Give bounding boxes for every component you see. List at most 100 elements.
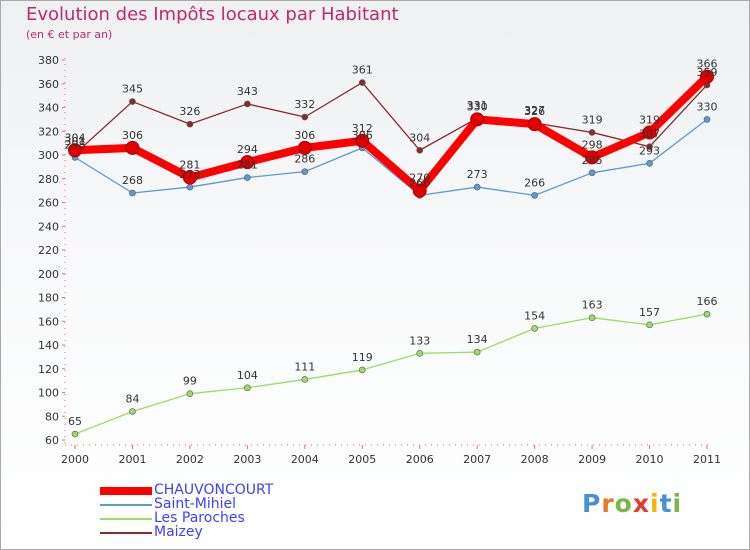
data-label: 301 <box>65 135 86 148</box>
legend-swatch <box>100 504 152 506</box>
data-point <box>703 310 711 318</box>
data-label: 157 <box>639 306 660 319</box>
data-point <box>244 384 251 392</box>
data-point <box>531 192 538 199</box>
data-label: 166 <box>697 295 718 308</box>
data-point <box>358 366 366 374</box>
data-label: 111 <box>294 360 315 373</box>
data-label: 326 <box>524 105 545 118</box>
y-tick-label: 300 <box>38 149 59 162</box>
legend-label: CHAUVONCOURT <box>154 482 274 498</box>
data-point <box>473 183 481 191</box>
legend-label: Les Paroches <box>154 510 245 526</box>
data-label: 268 <box>122 174 143 187</box>
data-label: 326 <box>179 105 200 118</box>
data-point <box>588 314 596 321</box>
y-tick-label: 380 <box>38 54 59 67</box>
x-tick-label: 2002 <box>176 453 204 466</box>
data-label: 304 <box>409 131 430 144</box>
data-label: 307 <box>639 128 660 141</box>
data-label: 330 <box>697 100 718 113</box>
data-point <box>642 125 657 140</box>
data-label: 270 <box>409 172 430 185</box>
data-point <box>68 143 82 158</box>
data-label: 133 <box>409 334 430 347</box>
chart-subtitle: (en € et par an) <box>26 28 113 41</box>
data-label: 343 <box>237 85 258 98</box>
data-point <box>585 150 600 165</box>
data-point <box>186 183 194 191</box>
x-tick-label: 2010 <box>636 453 664 466</box>
logo-letter: P <box>582 489 602 518</box>
legend: CHAUVONCOURT Saint-Mihiel Les Paroches Maiz… <box>100 482 360 540</box>
legend-swatch <box>100 518 152 520</box>
data-label: 266 <box>524 176 545 189</box>
y-tick-label: 260 <box>38 197 59 210</box>
y-tick-label: 320 <box>38 125 59 138</box>
y-tick-label: 60 <box>45 434 59 447</box>
y-tick-label: 160 <box>38 315 59 328</box>
series-line-saint-mihiel <box>74 118 708 197</box>
y-tick-label: 360 <box>38 78 59 91</box>
data-label: 331 <box>467 99 488 112</box>
data-label: 99 <box>183 375 197 388</box>
data-point <box>186 120 194 128</box>
x-tick-label: 2004 <box>291 453 319 466</box>
data-point <box>301 113 309 121</box>
y-tick-label: 100 <box>38 387 59 400</box>
data-point <box>470 112 485 127</box>
data-point <box>244 100 251 108</box>
data-point <box>646 143 653 150</box>
data-label: 332 <box>294 98 315 111</box>
series-line-les paroches <box>74 313 708 435</box>
data-label: 294 <box>237 143 258 156</box>
logo-letter: t <box>659 489 673 518</box>
x-tick-label: 2009 <box>578 453 606 466</box>
x-tick-label: 2001 <box>118 453 146 466</box>
data-label: 366 <box>697 58 718 71</box>
x-tick-label: 2007 <box>463 453 491 466</box>
data-label: 154 <box>524 309 545 322</box>
series-line-maizey <box>74 81 708 155</box>
data-label: 163 <box>582 299 603 312</box>
legend-label: Maizey <box>154 524 203 540</box>
data-label: 84 <box>125 393 139 406</box>
data-label: 359 <box>697 66 718 79</box>
y-tick-label: 200 <box>38 268 59 281</box>
data-point <box>416 350 424 357</box>
data-point <box>71 430 79 438</box>
legend-item: Saint-Mihiel <box>100 496 360 512</box>
logo-letter: r <box>601 489 615 518</box>
logo-letter: x <box>632 489 650 518</box>
data-label: 361 <box>352 64 373 77</box>
legend-item: Maizey <box>100 524 360 540</box>
legend-label: Saint-Mihiel <box>154 496 237 512</box>
x-tick-label: 2008 <box>521 453 549 466</box>
y-tick-label: 80 <box>45 410 59 423</box>
x-tick-label: 2011 <box>693 453 721 466</box>
data-point <box>531 325 538 332</box>
y-tick-label: 220 <box>38 244 59 257</box>
data-point <box>646 321 653 329</box>
data-point <box>301 376 309 383</box>
data-label: 281 <box>179 159 200 172</box>
data-label: 319 <box>639 113 660 126</box>
data-point <box>129 189 136 197</box>
data-point <box>358 79 366 86</box>
y-tick-label: 140 <box>38 339 59 352</box>
data-point <box>700 69 714 84</box>
data-label: 104 <box>237 369 258 382</box>
y-tick-label: 180 <box>38 292 59 305</box>
y-tick-label: 120 <box>38 363 59 376</box>
data-label: 273 <box>179 168 200 181</box>
data-point <box>186 390 194 397</box>
y-tick-label: 280 <box>38 173 59 186</box>
proxiti-logo: Proxiti <box>582 489 682 518</box>
data-point <box>412 183 427 198</box>
data-label: 298 <box>582 138 603 151</box>
data-label: 327 <box>524 104 545 117</box>
data-label: 306 <box>294 129 315 142</box>
data-point <box>129 98 136 105</box>
